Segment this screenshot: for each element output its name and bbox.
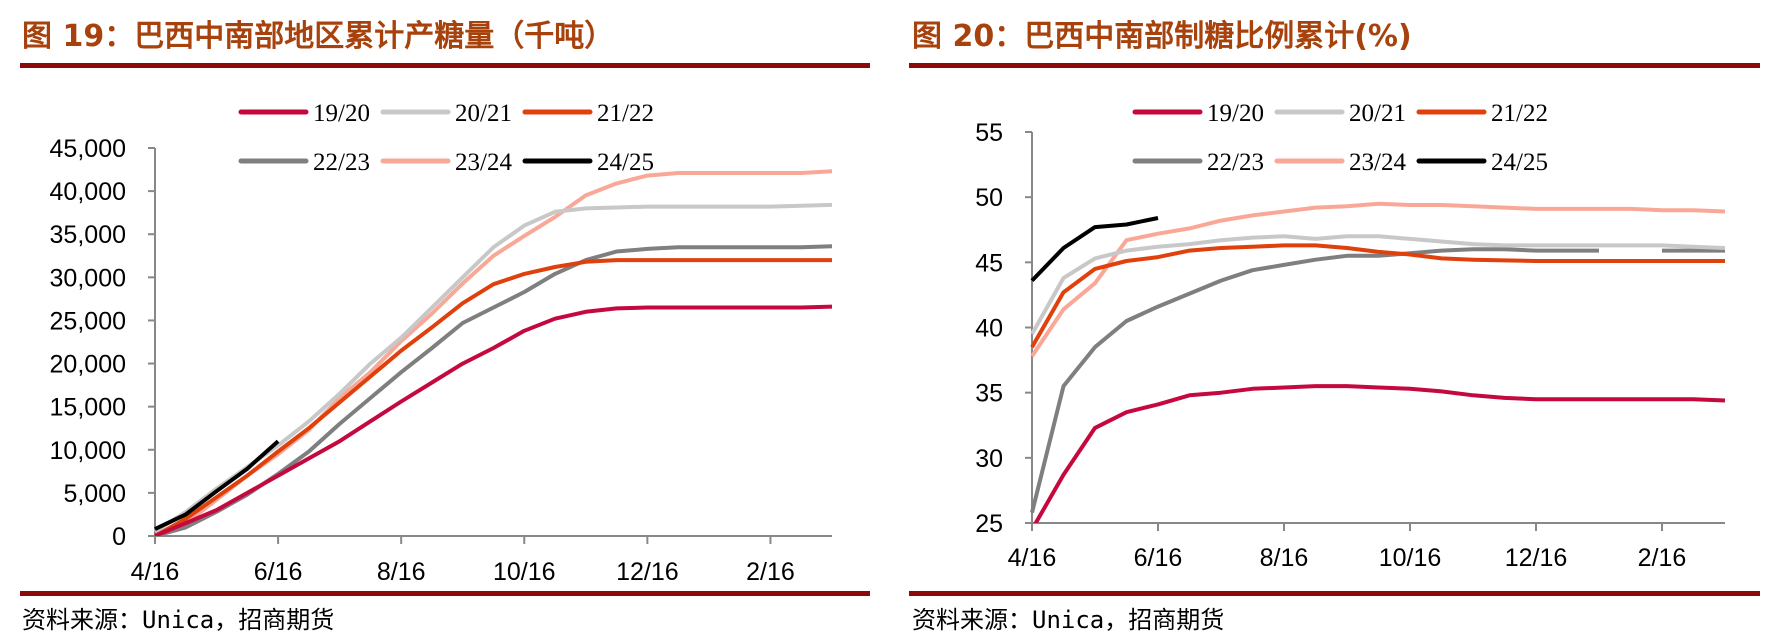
series-line-22-23 — [154, 244, 833, 536]
y-tick-label: 10,000 — [50, 437, 126, 465]
legend-label: 19/20 — [313, 100, 370, 127]
source-note: 资料来源：Unica，招商期货 — [912, 606, 1224, 634]
legend-label: 21/22 — [1491, 100, 1548, 127]
x-tick-label: 6/16 — [1134, 544, 1183, 572]
source-rule — [909, 591, 1760, 596]
y-tick-label: 40 — [975, 315, 1003, 343]
legend-label: 19/20 — [1207, 100, 1264, 127]
y-tick-label: 50 — [975, 184, 1003, 212]
legend-label: 24/25 — [1491, 149, 1548, 176]
series-line-19-20 — [154, 304, 833, 536]
x-tick-label: 12/16 — [616, 558, 679, 586]
y-tick-label: 40,000 — [50, 178, 126, 206]
x-tick-label: 6/16 — [254, 558, 303, 586]
x-tick-label: 4/16 — [131, 558, 180, 586]
series-line-21-22 — [154, 258, 832, 536]
legend-label: 22/23 — [313, 149, 370, 176]
y-tick-label: 20,000 — [50, 351, 126, 379]
chart-sugar-production: 图 19：巴西中南部地区累计产糖量（千吨） 资料来源：Unica，招商期货 0 5… — [20, 19, 870, 634]
legend-label: 24/25 — [597, 149, 654, 176]
title-rule — [909, 63, 1760, 68]
legend-label: 20/21 — [455, 100, 512, 127]
legend-label: 22/23 — [1207, 149, 1264, 176]
y-tick-label: 30 — [975, 445, 1003, 473]
series-line-24-25 — [1030, 216, 1159, 282]
series-line-19-20 — [1033, 384, 1726, 523]
y-tick-label: 25,000 — [50, 307, 126, 335]
y-tick-label: 45 — [975, 249, 1003, 277]
chart-title: 图 19：巴西中南部地区累计产糖量（千吨） — [22, 19, 614, 54]
y-tick-label: 35 — [975, 380, 1003, 408]
series-line-21-22 — [1030, 243, 1725, 349]
y-tick-label: 55 — [975, 119, 1003, 147]
y-tick-label: 45,000 — [50, 135, 126, 163]
series-line-22-23 — [1030, 247, 1725, 514]
series-line-20-21 — [1030, 234, 1726, 335]
x-tick-label: 2/16 — [1638, 544, 1687, 572]
legend-label: 21/22 — [597, 100, 654, 127]
series-line-23-24 — [1030, 201, 1726, 358]
x-tick-label: 8/16 — [1260, 544, 1309, 572]
x-tick-label: 12/16 — [1505, 544, 1568, 572]
series-line-23-24 — [154, 169, 833, 536]
y-tick-label: 30,000 — [50, 264, 126, 292]
y-tick-label: 35,000 — [50, 221, 126, 249]
chart-sugar-mix: 图 20：巴西中南部制糖比例累计(%) 资料来源：Unica，招商期货 25 30… — [909, 19, 1760, 634]
x-tick-label: 10/16 — [493, 558, 556, 586]
source-rule — [20, 591, 870, 596]
title-rule — [20, 63, 870, 68]
legend-label: 20/21 — [1349, 100, 1406, 127]
y-tick-label: 0 — [112, 523, 126, 551]
legend-label: 23/24 — [1349, 149, 1406, 176]
chart-title: 图 20：巴西中南部制糖比例累计(%) — [912, 19, 1412, 54]
y-tick-label: 5,000 — [63, 480, 126, 508]
x-tick-label: 2/16 — [746, 558, 795, 586]
x-tick-label: 4/16 — [1008, 544, 1057, 572]
source-note: 资料来源：Unica，招商期货 — [22, 606, 334, 634]
legend-label: 23/24 — [455, 149, 512, 176]
y-tick-label: 25 — [975, 510, 1003, 538]
x-tick-label: 8/16 — [377, 558, 426, 586]
y-tick-label: 15,000 — [50, 394, 126, 422]
x-tick-label: 10/16 — [1379, 544, 1442, 572]
series-line-24-25 — [154, 439, 280, 531]
